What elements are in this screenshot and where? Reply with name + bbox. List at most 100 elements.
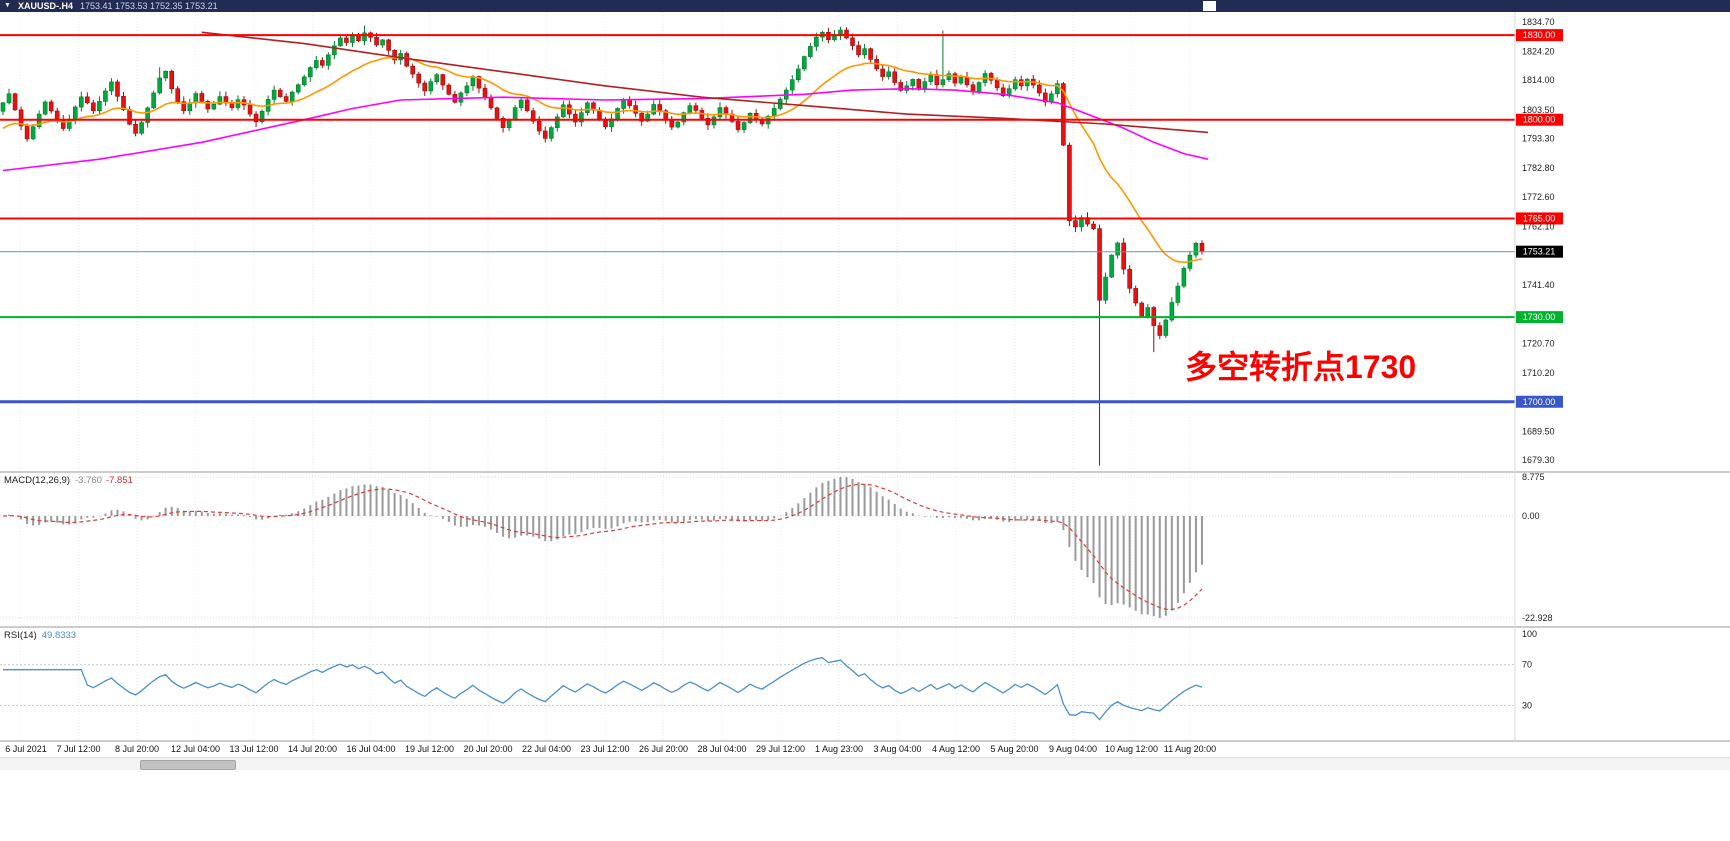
- candle-body: [537, 121, 541, 131]
- macd-name: MACD(12,26,9): [4, 475, 70, 486]
- candle-body: [863, 49, 867, 55]
- price-axis-tick: 1679.30: [1522, 455, 1555, 465]
- time-axis-label: 7 Jul 12:00: [56, 744, 100, 754]
- candle-body: [507, 120, 511, 128]
- candle-body: [525, 100, 529, 111]
- candle-body: [441, 75, 445, 85]
- candle-body: [676, 122, 680, 127]
- candle-body: [194, 94, 198, 103]
- candle-body: [91, 103, 95, 111]
- time-axis-label: 22 Jul 04:00: [522, 744, 571, 754]
- candle-body: [375, 37, 379, 45]
- candle-body: [344, 38, 348, 43]
- candle-body: [802, 57, 806, 69]
- candle-body: [573, 114, 577, 122]
- candle-body: [405, 53, 409, 66]
- candle-body: [248, 105, 252, 114]
- chart-canvas[interactable]: 6 Jul 20217 Jul 12:008 Jul 20:0012 Jul 0…: [0, 0, 1730, 841]
- candle-body: [742, 123, 746, 130]
- candle-body: [284, 97, 288, 102]
- candle-body: [308, 68, 312, 77]
- candle-body: [97, 101, 101, 110]
- candle-body: [447, 85, 451, 94]
- candle-body: [941, 80, 945, 85]
- macd-axis-label: 8.775: [1522, 472, 1545, 482]
- time-axis-label: 16 Jul 04:00: [346, 744, 395, 754]
- macd-signal-value: -7.851: [106, 475, 133, 486]
- price-tag: 1753.21: [1523, 247, 1556, 257]
- candle-body: [658, 105, 662, 111]
- candle-body: [652, 105, 656, 115]
- candle-body: [1073, 221, 1077, 227]
- rsi-line: [3, 658, 1202, 720]
- candle-body: [79, 97, 83, 107]
- horizontal-scrollbar[interactable]: [0, 757, 1730, 770]
- mt4-chart-window: ▼ XAUUSD-.H4 1753.41 1753.53 1752.35 175…: [0, 0, 1730, 841]
- time-axis-label: 23 Jul 12:00: [580, 744, 629, 754]
- candle-body: [296, 85, 300, 92]
- candle-body: [1134, 288, 1138, 303]
- rsi-name: RSI(14): [4, 630, 37, 641]
- candle-body: [417, 74, 421, 83]
- candle-body: [796, 69, 800, 80]
- price-axis-tick: 1814.00: [1522, 75, 1555, 85]
- candle-body: [1128, 269, 1132, 288]
- time-axis-label: 12 Jul 04:00: [171, 744, 220, 754]
- candle-body: [49, 102, 53, 111]
- candle-body: [1110, 255, 1114, 277]
- candle-body: [423, 83, 427, 91]
- price-axis-tick: 1803.50: [1522, 105, 1555, 115]
- time-axis-label: 10 Aug 12:00: [1105, 744, 1158, 754]
- candle-body: [338, 38, 342, 46]
- candle-body: [290, 92, 294, 101]
- candle-body: [893, 72, 897, 83]
- candle-body: [911, 79, 915, 85]
- candle-body: [140, 123, 144, 134]
- candle-body: [748, 113, 752, 122]
- price-tag: 1830.00: [1523, 30, 1556, 40]
- candle-body: [929, 75, 933, 82]
- candle-body: [164, 71, 168, 78]
- price-axis-tick: 1834.70: [1522, 17, 1555, 27]
- candle-body: [869, 49, 873, 60]
- candle-body: [857, 46, 861, 55]
- candle-body: [7, 94, 11, 103]
- macd-signal-line: [3, 484, 1202, 609]
- time-axis-label: 26 Jul 20:00: [639, 744, 688, 754]
- candle-body: [634, 106, 638, 114]
- price-axis-tick: 1762.10: [1522, 222, 1555, 232]
- candle-body: [971, 85, 975, 92]
- candle-body: [736, 121, 740, 129]
- candle-body: [429, 82, 433, 91]
- candle-body: [134, 124, 138, 133]
- candle-body: [302, 77, 306, 85]
- candle-body: [1140, 303, 1144, 317]
- candle-body: [1092, 224, 1096, 229]
- candle-body: [1194, 243, 1198, 255]
- time-axis-label: 8 Jul 20:00: [115, 744, 159, 754]
- candle-body: [109, 82, 113, 91]
- candle-body: [1176, 286, 1180, 302]
- candle-body: [200, 94, 204, 102]
- time-axis-label: 5 Aug 20:00: [990, 744, 1038, 754]
- candle-body: [1104, 277, 1108, 300]
- price-axis-tick: 1824.20: [1522, 46, 1555, 56]
- candle-body: [1122, 243, 1126, 269]
- candle-body: [718, 108, 722, 117]
- candle-body: [712, 117, 716, 125]
- candle-body: [158, 78, 162, 93]
- candle-body: [1049, 94, 1053, 102]
- candle-body: [1067, 145, 1071, 221]
- rsi-axis-label: 70: [1522, 660, 1532, 670]
- time-axis-label: 13 Jul 12:00: [229, 744, 278, 754]
- candle-body: [1, 103, 5, 111]
- candle-body: [772, 108, 776, 116]
- macd-axis-label: -22.928: [1522, 613, 1553, 623]
- macd-main-value: -3.760: [75, 475, 102, 486]
- macd-histogram: [3, 477, 1202, 618]
- candle-body: [814, 37, 818, 46]
- price-tag: 1800.00: [1523, 115, 1556, 125]
- candle-body: [959, 77, 963, 83]
- time-axis-label: 29 Jul 12:00: [756, 744, 805, 754]
- scrollbar-thumb[interactable]: [140, 760, 236, 770]
